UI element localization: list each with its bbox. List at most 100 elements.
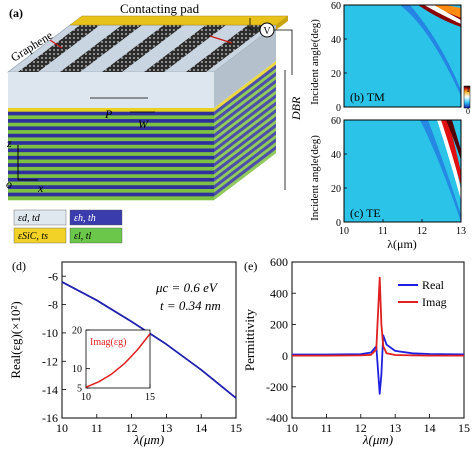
dbr-layer <box>8 152 214 157</box>
voltmeter-icon: V <box>249 18 293 75</box>
dbr-layer-side <box>214 94 276 146</box>
dbr-layer-side <box>214 138 276 190</box>
tick-label: 0 <box>336 103 341 114</box>
dbr-layer <box>8 196 214 201</box>
panel-d: (d) 10 11 12 13 14 15 -6 -8 -10 -12 -14 -16 Real(εg… <box>8 259 242 447</box>
y-tick-label: 0 <box>282 349 288 363</box>
colorbar-min: 0 <box>466 107 470 116</box>
y-tick-label: -200 <box>266 380 288 394</box>
panel-e-xlabel: λ(μm) <box>362 432 393 447</box>
y-tick-label: 10 <box>72 364 82 375</box>
dbr-layer <box>8 119 214 124</box>
dbr-layer <box>8 130 214 135</box>
dbr-layer-side <box>214 86 276 138</box>
panel-e-label: (e) <box>244 259 257 273</box>
dbr-layer-side <box>214 119 276 171</box>
panel-a-label: (a) <box>9 6 23 20</box>
tick-label: 12 <box>417 226 427 237</box>
series-line <box>85 333 151 388</box>
x-tick-label: 15 <box>230 421 242 435</box>
x-tick-label: 13 <box>389 421 401 435</box>
inset-label: Imag(εg) <box>90 337 126 348</box>
tick-label: 13 <box>456 226 466 237</box>
legend-text: εSiC, ts <box>18 231 48 242</box>
dbr-layer <box>8 144 214 149</box>
dbr-layer <box>8 148 214 153</box>
dbr-layer-side <box>214 127 276 179</box>
x-tick-label: 15 <box>145 392 155 403</box>
dbr-layer <box>8 126 214 131</box>
dbr-layer <box>8 174 214 179</box>
dbr-layer-side <box>214 145 276 197</box>
tick-label: 11 <box>378 226 388 237</box>
panel-d-label: (d) <box>12 259 26 273</box>
x-tick-label: 14 <box>195 421 207 435</box>
dbr-layer <box>8 159 214 164</box>
tick-label: 60 <box>331 116 341 127</box>
graphene-stripes <box>18 25 268 72</box>
panel-d-xlabel: λ(μm) <box>133 432 164 447</box>
inset-axes <box>85 329 151 389</box>
panel-c-xlabel: λ(μm) <box>387 237 417 251</box>
x-tick-label: 10 <box>56 421 68 435</box>
dbr-layer-side <box>214 134 276 186</box>
legend-text: εd, td <box>18 213 41 224</box>
panel-e: (e) 10 11 12 13 14 15 600 400 200 0 -200 -400 Permi… <box>242 255 470 447</box>
dbr-layer-side <box>214 72 276 124</box>
dbr-layer-side <box>214 112 276 164</box>
dbr-layer <box>8 163 214 168</box>
tick-label: 0 <box>336 218 341 229</box>
y-tick-label: -14 <box>42 383 58 397</box>
dbr-layer <box>8 133 214 138</box>
y-tick-label: -10 <box>42 326 58 340</box>
panel-b-ylabel: Incident angle(deg) <box>309 19 321 105</box>
legend-swatch <box>13 209 67 226</box>
tick-label: 40 <box>331 35 341 46</box>
panel-e-axes <box>291 261 465 419</box>
x-tick-label: 11 <box>91 421 103 435</box>
y-tick-label: 400 <box>270 286 288 300</box>
period-label: P <box>104 107 113 121</box>
dbr-layer <box>8 181 214 186</box>
dbr-label: DBR <box>289 96 303 121</box>
dbr-layer <box>8 188 214 193</box>
dbr-layer-side <box>214 90 276 142</box>
colorbar-max: 1 <box>466 85 470 94</box>
panel-e-legend: Real Imag <box>398 278 447 309</box>
panel-e-series <box>292 276 465 395</box>
panel-b: (b) TM Incident angle(deg) 0 20 40 60 1 0 <box>309 1 471 116</box>
x-tick-label: 13 <box>160 421 172 435</box>
material-legend: εd, td εh, th εSiC, ts εl, tl <box>13 209 123 244</box>
dbr-layer-side <box>214 83 276 135</box>
dbr-layer <box>8 111 214 116</box>
x-tick-label: 11 <box>321 421 333 435</box>
svg-text:V: V <box>263 26 271 37</box>
legend-text: εh, th <box>74 213 96 224</box>
svg-text:z: z <box>6 136 12 150</box>
y-tick-label: 600 <box>270 255 288 269</box>
panel-b-label: (b) TM <box>350 90 385 104</box>
dbr-layer-side <box>214 116 276 168</box>
contacting-pad-label: Contacting pad <box>120 1 200 16</box>
dbr-layer <box>8 141 214 146</box>
contacting-pad <box>69 15 289 26</box>
imag-series-line <box>292 276 464 357</box>
tick-label: 10 <box>339 226 349 237</box>
panel-c-yticks: 0 20 40 60 <box>331 116 347 229</box>
panel-e-ticks: 10 11 12 13 14 15 600 400 200 0 -200 -400 <box>266 255 470 435</box>
dbr-layer-side <box>214 141 276 193</box>
dbr-layer-side <box>214 149 276 201</box>
dbr-layer-side <box>214 79 276 131</box>
width-label: W <box>138 117 149 131</box>
legend-imag: Imag <box>422 295 447 309</box>
dbr-layer <box>8 192 214 197</box>
panel-c-ylabel: Incident angle(deg) <box>309 135 321 221</box>
y-tick-label: -12 <box>42 354 58 368</box>
top-slab-side <box>214 25 276 108</box>
legend-real: Real <box>422 278 445 292</box>
dbr-stack <box>8 61 276 201</box>
dbr-layer <box>8 177 214 182</box>
